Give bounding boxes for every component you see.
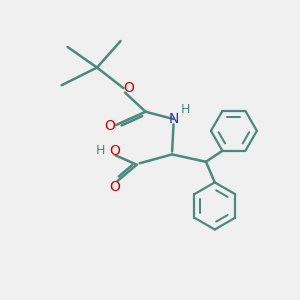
Text: H: H	[181, 103, 190, 116]
Text: O: O	[123, 81, 134, 95]
Text: H: H	[96, 144, 106, 157]
Text: O: O	[104, 119, 115, 134]
Text: O: O	[109, 180, 120, 194]
Text: N: N	[168, 112, 179, 126]
Text: O: O	[109, 144, 120, 158]
